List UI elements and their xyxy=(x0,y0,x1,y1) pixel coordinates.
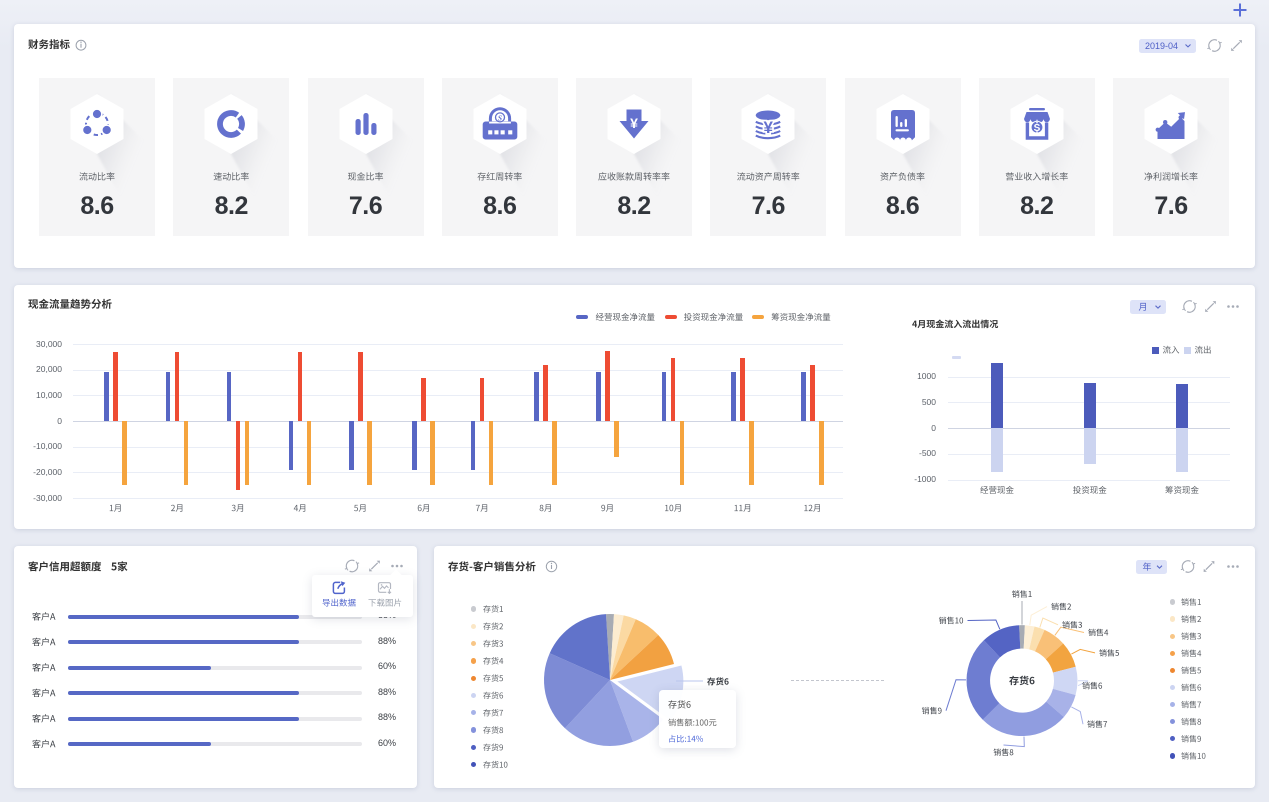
svg-text:S: S xyxy=(498,114,502,123)
svg-text:¥: ¥ xyxy=(630,115,638,131)
svg-text:S: S xyxy=(1033,123,1040,134)
svg-text:¥: ¥ xyxy=(764,118,774,137)
